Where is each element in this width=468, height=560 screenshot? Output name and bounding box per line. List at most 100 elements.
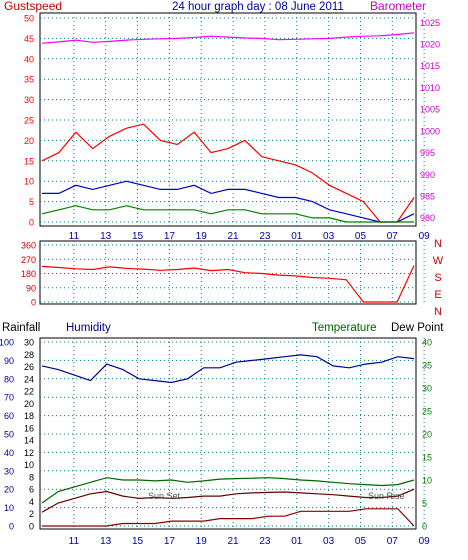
x-tick-label: 17	[164, 536, 176, 547]
humidity-tick-label: 30	[4, 466, 14, 476]
x-tick-label: 15	[132, 231, 144, 242]
humidity-tick-label: 0	[9, 522, 14, 532]
y-tick-label: 25	[24, 116, 34, 126]
rain-tick-label: 12	[24, 448, 34, 458]
y-tick-label: 20	[24, 136, 34, 146]
wind-plot-series	[41, 32, 415, 223]
humidity-plot-axes: 1009080706050403020100302826242220181614…	[0, 338, 432, 548]
rain-tick-label: 14	[24, 436, 34, 446]
x-tick-label: 19	[196, 231, 208, 242]
y-tick-label: 45	[24, 34, 34, 44]
temp-tick-label: 40	[422, 338, 432, 348]
wind-series-line	[42, 180, 415, 223]
direction-tick-label: 270	[21, 255, 36, 265]
x-tick-label: 03	[323, 231, 335, 242]
y-right-tick-label: 990	[420, 170, 435, 180]
temp-tick-label: 10	[422, 476, 432, 486]
humidity-tick-label: 10	[4, 503, 14, 513]
compass-label: N	[434, 306, 442, 318]
barometer-line	[41, 32, 415, 44]
x-tick-label: 21	[228, 536, 240, 547]
x-tick-label: 21	[228, 231, 240, 242]
x-tick-label: 13	[100, 231, 112, 242]
temp-tick-label: 15	[422, 453, 432, 463]
y-right-tick-label: 1015	[420, 61, 440, 71]
x-tick-label: 09	[419, 231, 431, 242]
y-tick-label: 50	[24, 14, 34, 24]
direction-tick-label: 0	[31, 298, 36, 308]
x-tick-label: 03	[323, 536, 335, 547]
humidity-plot-grid	[40, 338, 425, 529]
rain-tick-label: 6	[29, 485, 34, 495]
x-tick-label: 15	[132, 536, 144, 547]
x-tick-label: 07	[387, 536, 399, 547]
x-tick-label: 09	[419, 536, 431, 547]
y-right-tick-label: 1010	[420, 83, 440, 93]
y-right-tick-label: 995	[420, 148, 435, 158]
rain-tick-label: 26	[24, 362, 34, 372]
humidity-tick-label: 90	[4, 356, 14, 366]
x-tick-label: 13	[100, 536, 112, 547]
x-tick-label: 05	[355, 231, 367, 242]
rain-tick-label: 0	[29, 522, 34, 532]
rain-tick-label: 8	[29, 472, 34, 482]
rain-tick-label: 10	[24, 460, 34, 470]
dew-point-axis-label: Dew Point	[391, 322, 444, 334]
humidity-axis-label: Humidity	[66, 322, 111, 334]
humidity-plot-series	[41, 354, 415, 527]
rain-tick-label: 30	[24, 338, 34, 348]
y-tick-label: 35	[24, 75, 34, 85]
rain-tick-label: 28	[24, 350, 34, 360]
direction-plot-grid	[40, 241, 425, 304]
direction-plot-series	[41, 265, 415, 303]
direction-line	[41, 265, 415, 303]
rainfall-axis-label: Rainfall	[2, 322, 40, 334]
compass-label: N	[434, 238, 442, 250]
direction-plot-area	[39, 240, 417, 305]
x-tick-label: 01	[291, 231, 303, 242]
compass-label: W	[433, 255, 444, 267]
compass-label: E	[434, 289, 441, 301]
humidity-tick-label: 20	[4, 485, 14, 495]
x-tick-label: 01	[291, 536, 303, 547]
compass-label: S	[434, 272, 441, 284]
y-tick-label: 0	[29, 218, 34, 228]
sunset-annotation: Sun Set	[148, 491, 181, 501]
sunrise-annotation: Sun Rise	[368, 491, 405, 501]
x-tick-label: 05	[355, 536, 367, 547]
y-tick-label: 10	[24, 177, 34, 187]
y-right-tick-label: 980	[420, 213, 435, 223]
rain-tick-label: 18	[24, 411, 34, 421]
rain-tick-label: 4	[29, 497, 34, 507]
temperature-line	[41, 477, 415, 504]
humidity-tick-label: 40	[4, 448, 14, 458]
wind-series-line	[41, 123, 415, 223]
temp-tick-label: 20	[422, 430, 432, 440]
wind-plot-grid	[40, 13, 425, 226]
y-right-tick-label: 985	[420, 191, 435, 201]
y-tick-label: 15	[24, 156, 34, 166]
x-tick-label: 17	[164, 231, 176, 242]
temp-tick-label: 5	[422, 499, 427, 509]
direction-tick-label: 90	[26, 283, 36, 293]
direction-tick-label: 180	[21, 269, 36, 279]
temperature-axis-label: Temperature	[312, 322, 377, 334]
humidity-tick-label: 60	[4, 411, 14, 421]
humidity-tick-label: 100	[0, 338, 14, 348]
x-tick-label: 19	[196, 536, 208, 547]
rain-tick-label: 22	[24, 387, 34, 397]
x-tick-label: 23	[259, 536, 271, 547]
x-tick-label: 11	[69, 231, 80, 242]
y-tick-label: 30	[24, 95, 34, 105]
y-right-tick-label: 1020	[420, 40, 440, 50]
rain-tick-label: 16	[24, 423, 34, 433]
barometer-axis-label: Barometer	[370, 0, 426, 13]
y-right-tick-label: 1005	[420, 105, 440, 115]
humidity-line	[41, 354, 415, 384]
temp-tick-label: 35	[422, 361, 432, 371]
temp-tick-label: 0	[422, 522, 427, 532]
humidity-tick-label: 70	[4, 393, 14, 403]
wind-plot-axes: 0510152025303540455098098599099510001005…	[24, 14, 440, 243]
